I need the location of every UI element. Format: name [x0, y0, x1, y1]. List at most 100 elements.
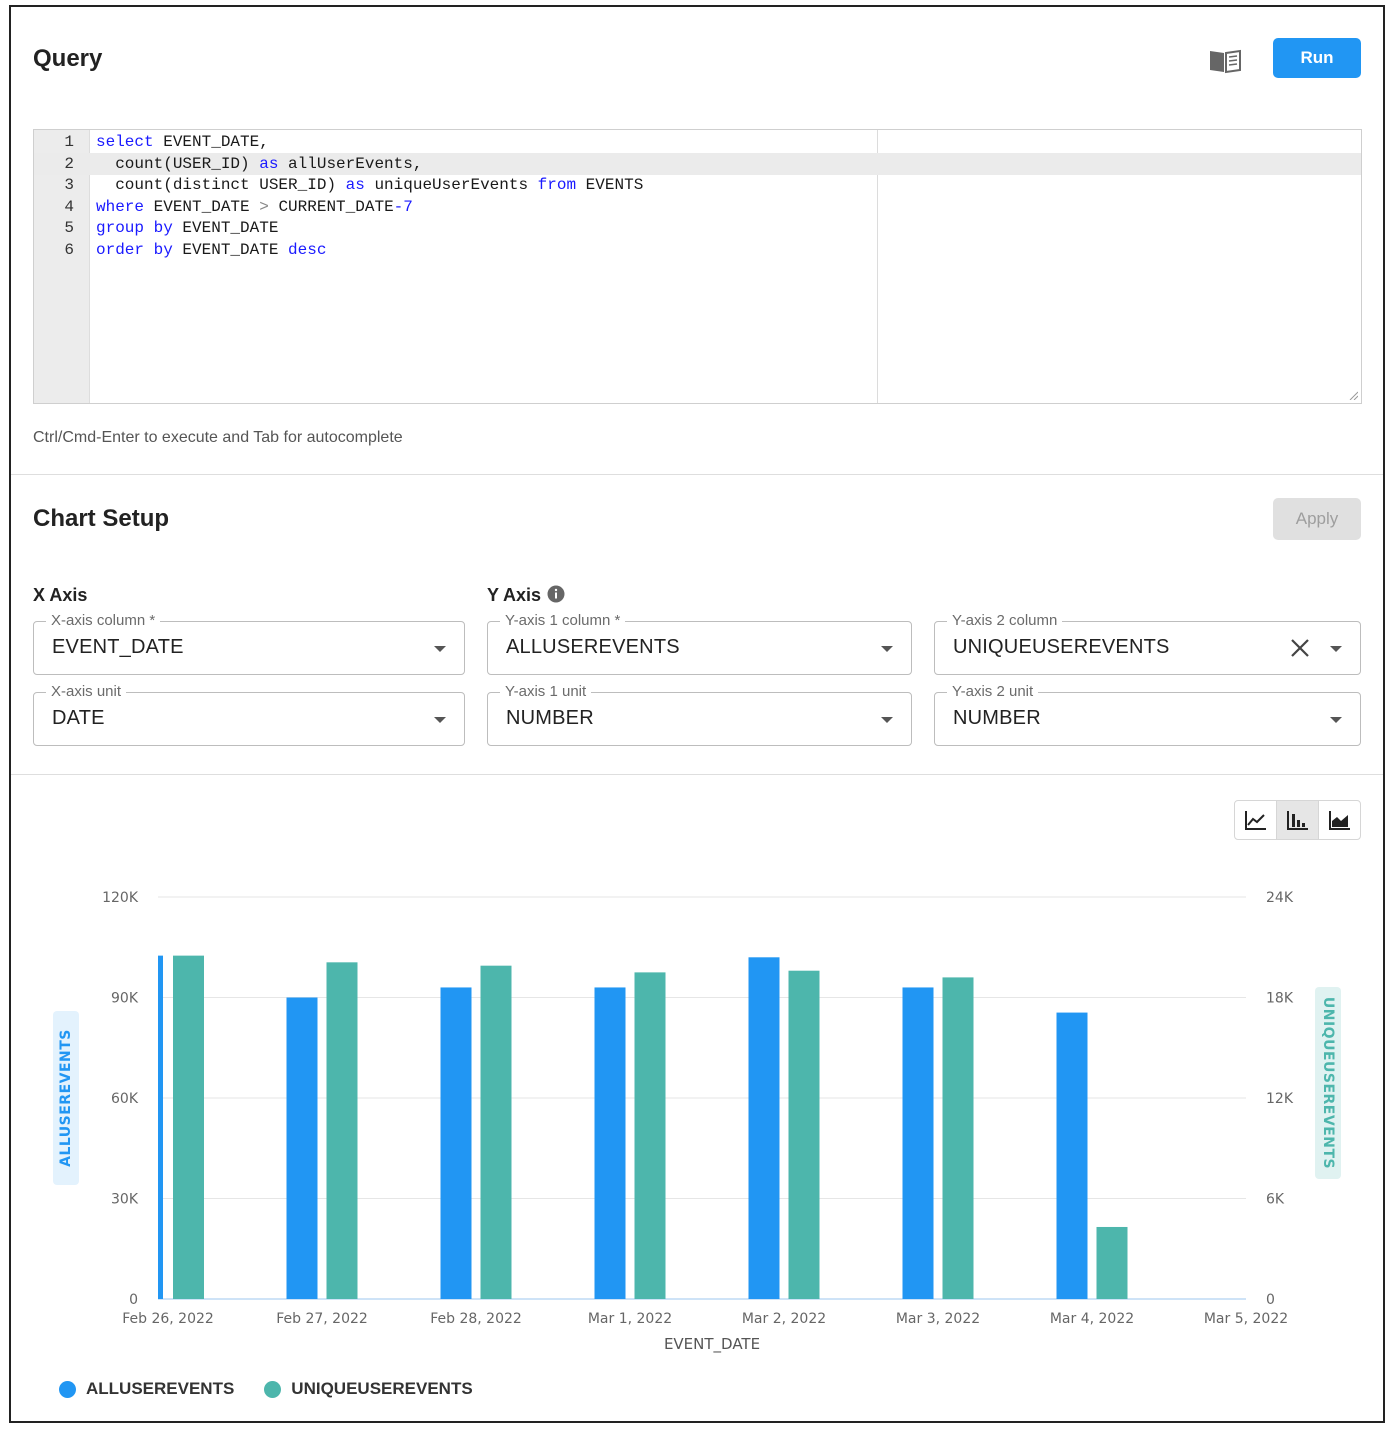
y-axis-1-unit-value: NUMBER: [506, 707, 594, 729]
bar-chart-toggle[interactable]: [1277, 801, 1319, 839]
code-text: count(USER_ID) as allUserEvents,: [96, 154, 423, 173]
y-left-axis-title: ALLUSEREVENTS: [58, 1029, 74, 1167]
bar-alluserevents: [1056, 1012, 1088, 1299]
bar-uniqueuserevents: [1096, 1226, 1128, 1299]
bar-chart: 0 0 30K 6K 60K 12K 90K 18K 120K 24K Feb 26, 2022 Fe…: [53, 890, 1341, 1354]
y-right-tick-label: 18K: [1266, 991, 1294, 1007]
line-chart-toggle[interactable]: [1235, 801, 1277, 839]
line-number: 1: [64, 133, 74, 151]
bar-uniqueuserevents: [480, 965, 512, 1299]
code-text: count(distinct USER_ID) as uniqueUserEve…: [96, 176, 644, 195]
y-right-tick-label: 12K: [1266, 1091, 1294, 1107]
bar-uniqueuserevents: [173, 955, 204, 1299]
apply-button[interactable]: Apply: [1273, 498, 1361, 540]
y-left-tick-label: 30K: [111, 1192, 139, 1208]
chevron-down-icon[interactable]: [434, 646, 446, 652]
y-right-tick-label: 6K: [1266, 1192, 1285, 1208]
x-axis-heading: X Axis: [33, 585, 88, 605]
x-tick-label: Mar 4, 2022: [1050, 1311, 1134, 1327]
y-right-axis-title: UNIQUEUSEREVENTS: [1320, 997, 1336, 1169]
line-number: 6: [64, 241, 74, 259]
chevron-down-icon[interactable]: [881, 646, 893, 652]
query-title: Query: [33, 45, 103, 72]
code-text: group by EVENT_DATE: [96, 219, 279, 238]
y-axis-1-column-label: Y-axis 1 column *: [500, 612, 626, 630]
code-line[interactable]: 2 count(USER_ID) as allUserEvents,: [34, 152, 1361, 175]
bar-uniqueuserevents: [788, 970, 820, 1299]
y-right-title-pill: [1315, 987, 1341, 1179]
legend-label: ALLUSEREVENTS: [86, 1379, 235, 1398]
x-tick-label: Mar 3, 2022: [896, 1311, 980, 1327]
x-axis-column-label: X-axis column *: [46, 612, 161, 630]
documentation-book-icon[interactable]: [1207, 47, 1243, 75]
bar-alluserevents: [158, 955, 163, 1299]
x-tick-label: Mar 5, 2022: [1204, 1311, 1288, 1327]
legend-dot: [264, 1380, 282, 1398]
chevron-down-icon[interactable]: [881, 717, 893, 723]
editor-hint: Ctrl/Cmd-Enter to execute and Tab for au…: [33, 429, 403, 446]
chart-type-toggle-group: [1234, 800, 1361, 840]
y-axis-2-unit-select[interactable]: Y-axis 2 unit NUMBER: [934, 683, 1361, 746]
code-line[interactable]: 1 select EVENT_DATE,: [34, 131, 1361, 153]
line-chart-icon: [1244, 811, 1266, 830]
app-frame: Query Run 1 select EVENT_DATE, 2 count(USE…: [9, 5, 1385, 1423]
line-number: 5: [64, 219, 74, 238]
code-text: where EVENT_DATE > CURRENT_DATE-7: [96, 197, 413, 216]
legend-item-uniqueuserevents[interactable]: UNIQUEUSEREVENTS: [264, 1379, 473, 1399]
code-text: order by EVENT_DATE desc: [96, 241, 327, 259]
y-axis-1-column-select[interactable]: Y-axis 1 column * ALLUSEREVENTS: [487, 612, 912, 675]
y-axis-2-unit-label: Y-axis 2 unit: [947, 683, 1039, 701]
code-line[interactable]: 5 group by EVENT_DATE: [34, 217, 1361, 239]
editor-print-margin: [877, 130, 878, 403]
y-axis-1-column-value: ALLUSEREVENTS: [506, 636, 680, 658]
info-icon[interactable]: [547, 585, 565, 603]
bar-uniqueuserevents: [942, 977, 974, 1299]
y-left-tick-label: 0: [129, 1292, 138, 1308]
y-axis-2-column-select[interactable]: Y-axis 2 column UNIQUEUSEREVENTS: [934, 612, 1361, 675]
chevron-down-icon[interactable]: [1330, 646, 1342, 652]
bar-alluserevents: [748, 957, 780, 1299]
resize-grip-icon[interactable]: [1348, 390, 1358, 400]
bar-alluserevents: [286, 997, 318, 1299]
legend-dot: [59, 1380, 76, 1398]
x-axis-column-select[interactable]: X-axis column * EVENT_DATE: [33, 612, 465, 675]
code-line[interactable]: 4 where EVENT_DATE > CURRENT_DATE-7: [34, 196, 1361, 218]
section-divider: [11, 474, 1383, 475]
y-right-tick-label: 0: [1266, 1292, 1275, 1308]
x-tick-label: Feb 28, 2022: [430, 1311, 522, 1327]
y-axis-1-unit-select[interactable]: Y-axis 1 unit NUMBER: [487, 683, 912, 746]
x-tick-label: Feb 26, 2022: [122, 1311, 214, 1327]
y-axis-2-column-value: UNIQUEUSEREVENTS: [953, 636, 1170, 658]
sql-editor[interactable]: 1 select EVENT_DATE, 2 count(USER_ID) as a…: [33, 129, 1362, 404]
bar-uniqueuserevents: [634, 972, 666, 1299]
y-axis-2-unit-value: NUMBER: [953, 707, 1041, 729]
x-axis-unit-select[interactable]: X-axis unit DATE: [33, 683, 465, 746]
bar-alluserevents: [440, 987, 472, 1299]
bar-alluserevents: [902, 987, 934, 1299]
line-number: 2: [64, 154, 74, 173]
bar-uniqueuserevents: [326, 962, 358, 1299]
y-axis-heading: Y Axis: [487, 585, 542, 605]
x-tick-label: Feb 27, 2022: [276, 1311, 368, 1327]
chart-legend: ALLUSEREVENTS UNIQUEUSEREVENTS: [59, 1379, 473, 1399]
x-axis-column-value: EVENT_DATE: [52, 636, 184, 658]
legend-item-allusereents[interactable]: ALLUSEREVENTS: [59, 1379, 234, 1399]
chevron-down-icon[interactable]: [434, 717, 446, 723]
y-left-tick-label: 120K: [102, 890, 139, 906]
section-divider: [11, 774, 1383, 775]
legend-label: UNIQUEUSEREVENTS: [291, 1379, 473, 1398]
x-tick-label: Mar 1, 2022: [588, 1311, 672, 1327]
clear-icon[interactable]: [1288, 636, 1312, 660]
y-axis-2-column-label: Y-axis 2 column: [947, 612, 1063, 630]
y-axis-1-unit-label: Y-axis 1 unit: [500, 683, 592, 701]
code-line[interactable]: 3 count(distinct USER_ID) as uniqueUserE…: [34, 174, 1361, 196]
run-button[interactable]: Run: [1273, 38, 1361, 78]
editor-gutter: [34, 130, 90, 403]
chevron-down-icon[interactable]: [1330, 717, 1342, 723]
code-line[interactable]: 6 order by EVENT_DATE desc: [34, 239, 1361, 261]
area-chart-toggle[interactable]: [1319, 801, 1360, 839]
y-axis-heading-wrapper: Y Axis: [487, 585, 565, 606]
x-tick-label: Mar 2, 2022: [742, 1311, 826, 1327]
x-axis-unit-label: X-axis unit: [46, 683, 127, 701]
line-number: 3: [64, 176, 74, 195]
